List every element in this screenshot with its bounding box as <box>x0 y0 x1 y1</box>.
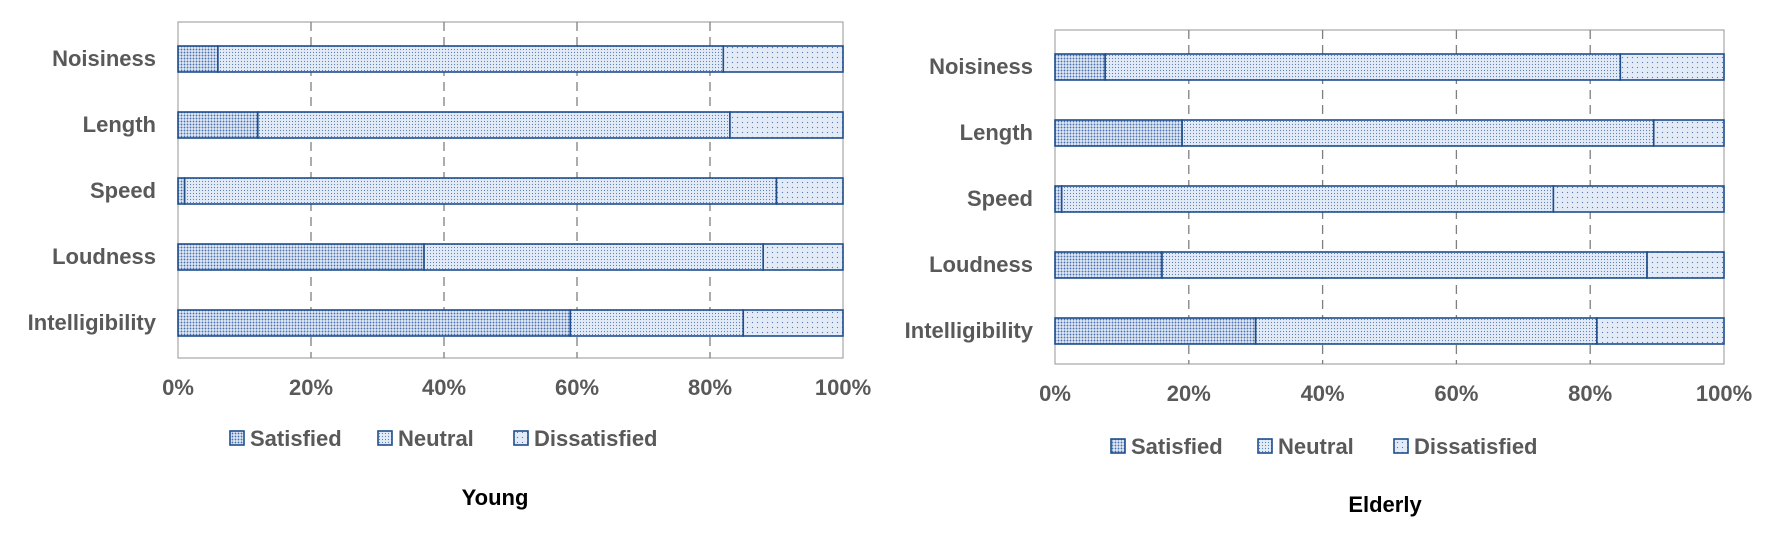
chart-young: 0% 20% 40% 60% 80% 100% Noisiness Length Speed Lo… <box>0 0 880 538</box>
bar-dissatisfied-intelligibility <box>742 309 844 337</box>
chart-elderly: 0% 20% 40% 60% 80% 100% Noisiness Length Speed Lo… <box>880 0 1767 538</box>
bar-neutral-loudness <box>423 243 764 271</box>
bar-satisfied-intelligibility <box>177 309 572 337</box>
bar-neutral-intelligibility <box>569 309 745 337</box>
x-tick-label: 100% <box>815 375 871 400</box>
bar-neutral-speed <box>183 177 778 205</box>
bar-satisfied-length <box>177 111 259 139</box>
bar-satisfied-noisiness <box>177 45 219 73</box>
bar-satisfied-noisiness <box>1054 53 1106 81</box>
bar-dissatisfied-loudness <box>762 243 844 271</box>
legend-swatch-satisfied <box>1110 438 1126 454</box>
legend-label-dissatisfied: Dissatisfied <box>1414 434 1538 459</box>
category-label-speed: Speed <box>967 186 1033 211</box>
bar-dissatisfied-intelligibility <box>1596 317 1725 345</box>
legend-label-neutral: Neutral <box>398 426 474 451</box>
chart-svg: 0% 20% 40% 60% 80% 100% Noisiness Length Speed Lo… <box>28 21 871 510</box>
legend-swatch-dissatisfied <box>1393 438 1409 454</box>
legend-label-dissatisfied: Dissatisfied <box>534 426 658 451</box>
category-label-intelligibility: Intelligibility <box>905 318 1034 343</box>
x-tick-label: 60% <box>1434 381 1478 406</box>
category-label-length: Length <box>83 112 156 137</box>
bar-neutral-length <box>1181 119 1655 147</box>
bar-neutral-length <box>256 111 731 139</box>
category-label-noisiness: Noisiness <box>929 54 1033 79</box>
x-tick-label: 80% <box>688 375 732 400</box>
legend-label-satisfied: Satisfied <box>1131 434 1223 459</box>
bar-dissatisfied-noisiness <box>722 45 844 73</box>
bar-neutral-intelligibility <box>1254 317 1598 345</box>
bar-satisfied-intelligibility <box>1054 317 1257 345</box>
bar-satisfied-speed <box>177 177 186 205</box>
category-label-noisiness: Noisiness <box>52 46 156 71</box>
chart-title: Young <box>462 485 529 510</box>
legend-label-neutral: Neutral <box>1278 434 1354 459</box>
x-tick-label: 0% <box>1039 381 1071 406</box>
bar-neutral-speed <box>1060 185 1555 213</box>
bar-neutral-loudness <box>1161 251 1648 279</box>
bar-dissatisfied-length <box>1652 119 1725 147</box>
legend-swatch-satisfied <box>229 430 245 446</box>
chart-title: Elderly <box>1348 492 1422 517</box>
bar-satisfied-speed <box>1054 185 1063 213</box>
category-label-loudness: Loudness <box>52 244 156 269</box>
x-tick-label: 20% <box>1167 381 1211 406</box>
x-tick-label: 20% <box>289 375 333 400</box>
bar-neutral-noisiness <box>1104 53 1622 81</box>
chart-svg: 0% 20% 40% 60% 80% 100% Noisiness Length Speed Lo… <box>905 29 1752 517</box>
legend-swatch-dissatisfied <box>513 430 529 446</box>
bar-dissatisfied-loudness <box>1646 251 1725 279</box>
bar-dissatisfied-speed <box>1552 185 1725 213</box>
bar-dissatisfied-speed <box>775 177 844 205</box>
x-tick-label: 40% <box>422 375 466 400</box>
bar-satisfied-loudness <box>1054 251 1163 279</box>
category-label-intelligibility: Intelligibility <box>28 310 157 335</box>
category-label-speed: Speed <box>90 178 156 203</box>
bar-satisfied-loudness <box>177 243 425 271</box>
x-tick-label: 60% <box>555 375 599 400</box>
legend-swatch-neutral <box>1257 438 1273 454</box>
category-label-loudness: Loudness <box>929 252 1033 277</box>
x-tick-label: 40% <box>1301 381 1345 406</box>
x-tick-label: 80% <box>1568 381 1612 406</box>
legend-swatch-neutral <box>377 430 393 446</box>
bar-satisfied-length <box>1054 119 1183 147</box>
bar-dissatisfied-noisiness <box>1619 53 1725 81</box>
bar-dissatisfied-length <box>729 111 844 139</box>
x-tick-label: 0% <box>162 375 194 400</box>
x-tick-label: 100% <box>1696 381 1752 406</box>
bar-neutral-noisiness <box>217 45 725 73</box>
legend-label-satisfied: Satisfied <box>250 426 342 451</box>
category-label-length: Length <box>960 120 1033 145</box>
